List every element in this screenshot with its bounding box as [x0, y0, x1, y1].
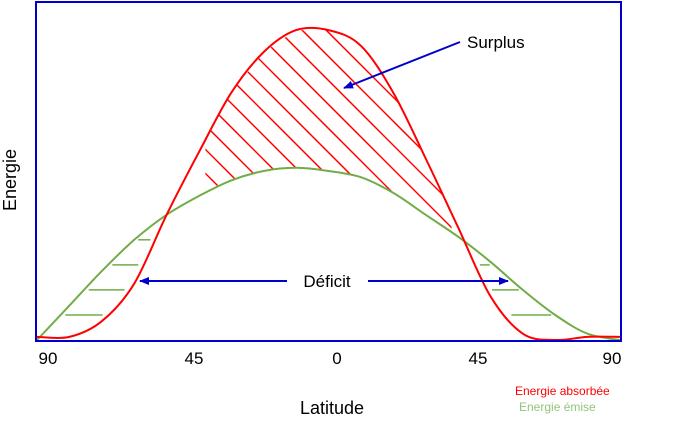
surplus-label: Surplus — [467, 33, 525, 52]
surplus-hatch-line — [0, 20, 176, 240]
series-line-energie-absorbee — [36, 26, 621, 342]
surplus-hatch-line — [363, 30, 452, 233]
surplus-hatch-line — [628, 20, 673, 240]
x-axis-label: Latitude — [300, 398, 364, 418]
surplus-hatch-line — [205, 30, 273, 233]
surplus-hatch-line — [460, 20, 673, 240]
legend-entry-emitted: Energie émise — [519, 400, 596, 414]
surplus-hatch-line — [652, 20, 673, 240]
surplus-hatch-line — [604, 20, 673, 240]
x-tick-label: 90 — [39, 349, 58, 368]
surplus-hatch-line — [532, 20, 673, 240]
surplus-hatch-line — [484, 20, 673, 240]
x-tick-label: 0 — [332, 349, 341, 368]
surplus-hatch-line — [291, 30, 452, 233]
legend-entry-absorbed: Energie absorbée — [515, 384, 610, 398]
surplus-hatch-line — [339, 30, 452, 233]
surplus-hatch-line — [205, 30, 417, 233]
surplus-hatch-line — [205, 30, 249, 233]
series-line-energie-emise — [36, 166, 621, 341]
plot-frame — [35, 1, 622, 342]
surplus-hatch-line — [556, 20, 673, 240]
x-tick-label: 45 — [185, 349, 204, 368]
surplus-hatch-line — [435, 30, 452, 233]
x-tick-label: 90 — [603, 349, 622, 368]
surplus-hatch-line — [580, 20, 673, 240]
surplus-hatch-line — [205, 30, 345, 233]
surplus-hatch-line — [243, 30, 452, 233]
surplus-hatch-line — [315, 30, 452, 233]
y-axis-label: Energie — [0, 149, 20, 211]
x-tick-label: 45 — [469, 349, 488, 368]
deficit-label: Déficit — [303, 272, 351, 291]
surplus-hatch-line — [0, 20, 152, 240]
surplus-hatch-line — [411, 30, 452, 233]
surplus-hatch-line — [267, 30, 452, 233]
surplus-hatching — [0, 20, 673, 240]
surplus-hatch-line — [387, 30, 452, 233]
surplus-hatch-line — [205, 30, 393, 233]
surplus-hatch-line — [508, 20, 673, 240]
surplus-hatch-line — [219, 30, 441, 233]
surplus-arrow — [343, 41, 461, 89]
